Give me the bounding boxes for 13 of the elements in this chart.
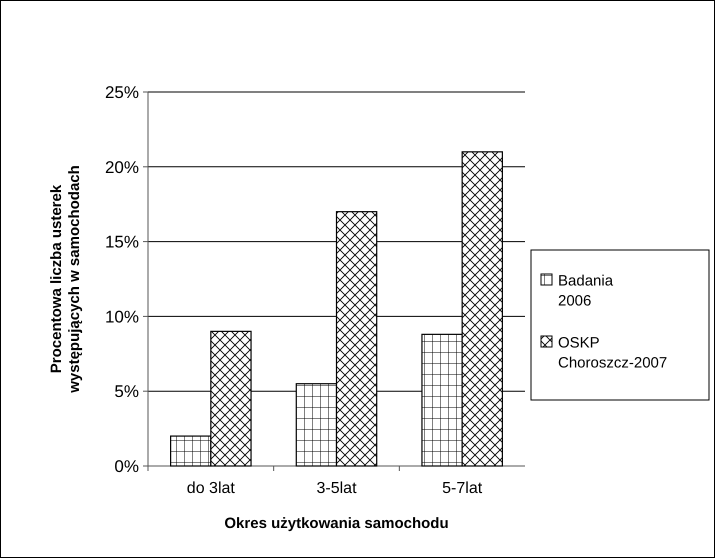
y-axis-title: Procentowa liczba usterek występujących w samochodach xyxy=(48,165,83,394)
legend-label: Badania 2006 xyxy=(558,272,614,310)
y-tick-label: 20% xyxy=(104,158,139,177)
x-tick-label: do 3lat xyxy=(186,480,236,497)
y-tick-label: 25% xyxy=(104,82,139,102)
x-tick-label: 5-7lat xyxy=(442,480,483,497)
y-tick-label: 0% xyxy=(114,456,139,476)
y-tick-label: 5% xyxy=(114,382,139,402)
x-tick-label: 3-5lat xyxy=(316,480,358,497)
x-axis-title: Okres użytkowania samochodu xyxy=(224,515,449,532)
y-tick-label: 10% xyxy=(104,307,139,326)
legend-label: OSKP Choroszcz-2007 xyxy=(558,334,668,372)
y-tick-label: 15% xyxy=(104,232,139,252)
